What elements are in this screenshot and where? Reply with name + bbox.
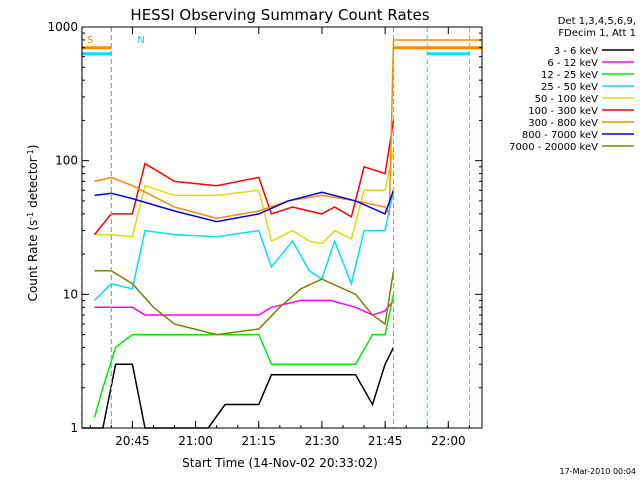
x-tick-label-4: 21:45 <box>368 434 403 448</box>
x-tick-label-2: 21:15 <box>241 434 276 448</box>
legend-label-7: 800 - 7000 keV <box>522 130 598 141</box>
x-axis-label: Start Time (14-Nov-02 20:33:02) <box>182 456 378 470</box>
y-tick-label-2: 100 <box>55 154 78 168</box>
plot-frame <box>81 26 483 429</box>
legend-label-5: 100 - 300 keV <box>528 106 598 117</box>
y-label-sup1: -1 <box>26 212 35 220</box>
chart-title: HESSI Observing Summary Count Rates <box>130 6 429 24</box>
flag-label-S: S <box>87 35 93 46</box>
legend-label-6: 300 - 800 keV <box>528 118 598 129</box>
legend-label-3: 25 - 50 keV <box>541 82 598 93</box>
legend-label-1: 6 - 12 keV <box>547 58 598 69</box>
timestamp: 17-Mar-2010 00:04 <box>560 467 637 476</box>
x-tick-label-0: 20:45 <box>115 434 150 448</box>
series-line-2 <box>93 294 395 418</box>
x-tick-label-5: 22:00 <box>431 434 466 448</box>
x-tick-label-3: 21:30 <box>305 434 340 448</box>
series-line-6 <box>94 39 482 220</box>
legend-label-2: 12 - 25 keV <box>541 70 598 81</box>
series-line-4 <box>94 149 395 245</box>
axes: 20:45 21:00 21:15 21:30 21:45 22:00 1 10 100 1000 <box>47 20 483 448</box>
y-tick-label-3: 1000 <box>47 20 78 34</box>
y-label-end: ) <box>26 145 40 150</box>
series-line-5 <box>93 120 395 236</box>
series-line-8 <box>94 270 395 336</box>
legend-header-0: Det 1,3,4,5,6,9, <box>558 16 636 27</box>
legend-header-1: FDecim 1, Att 1 <box>558 28 636 39</box>
y-label-sup2: -1 <box>26 149 35 157</box>
legend-label-4: 50 - 100 keV <box>535 94 599 105</box>
series-line-1 <box>94 299 395 316</box>
x-tick-label-1: 21:00 <box>178 434 213 448</box>
series-line-3 <box>93 190 395 301</box>
legend: Det 1,3,4,5,6,9,FDecim 1, Att 1 3 - 6 keV… <box>509 16 636 153</box>
flag-label-N: N <box>137 35 144 46</box>
y-label-main: Count Rate (s <box>26 220 40 302</box>
y-tick-label-1: 10 <box>63 287 78 301</box>
y-axis-label: Count Rate (s-1 detector-1) <box>26 145 41 302</box>
series-line-7 <box>94 190 395 223</box>
y-label-mid: detector <box>26 157 40 212</box>
y-tick-label-0: 1 <box>70 421 78 435</box>
series-line-0 <box>81 347 395 429</box>
legend-label-0: 3 - 6 keV <box>554 46 598 57</box>
legend-label-8: 7000 - 20000 keV <box>509 142 598 153</box>
